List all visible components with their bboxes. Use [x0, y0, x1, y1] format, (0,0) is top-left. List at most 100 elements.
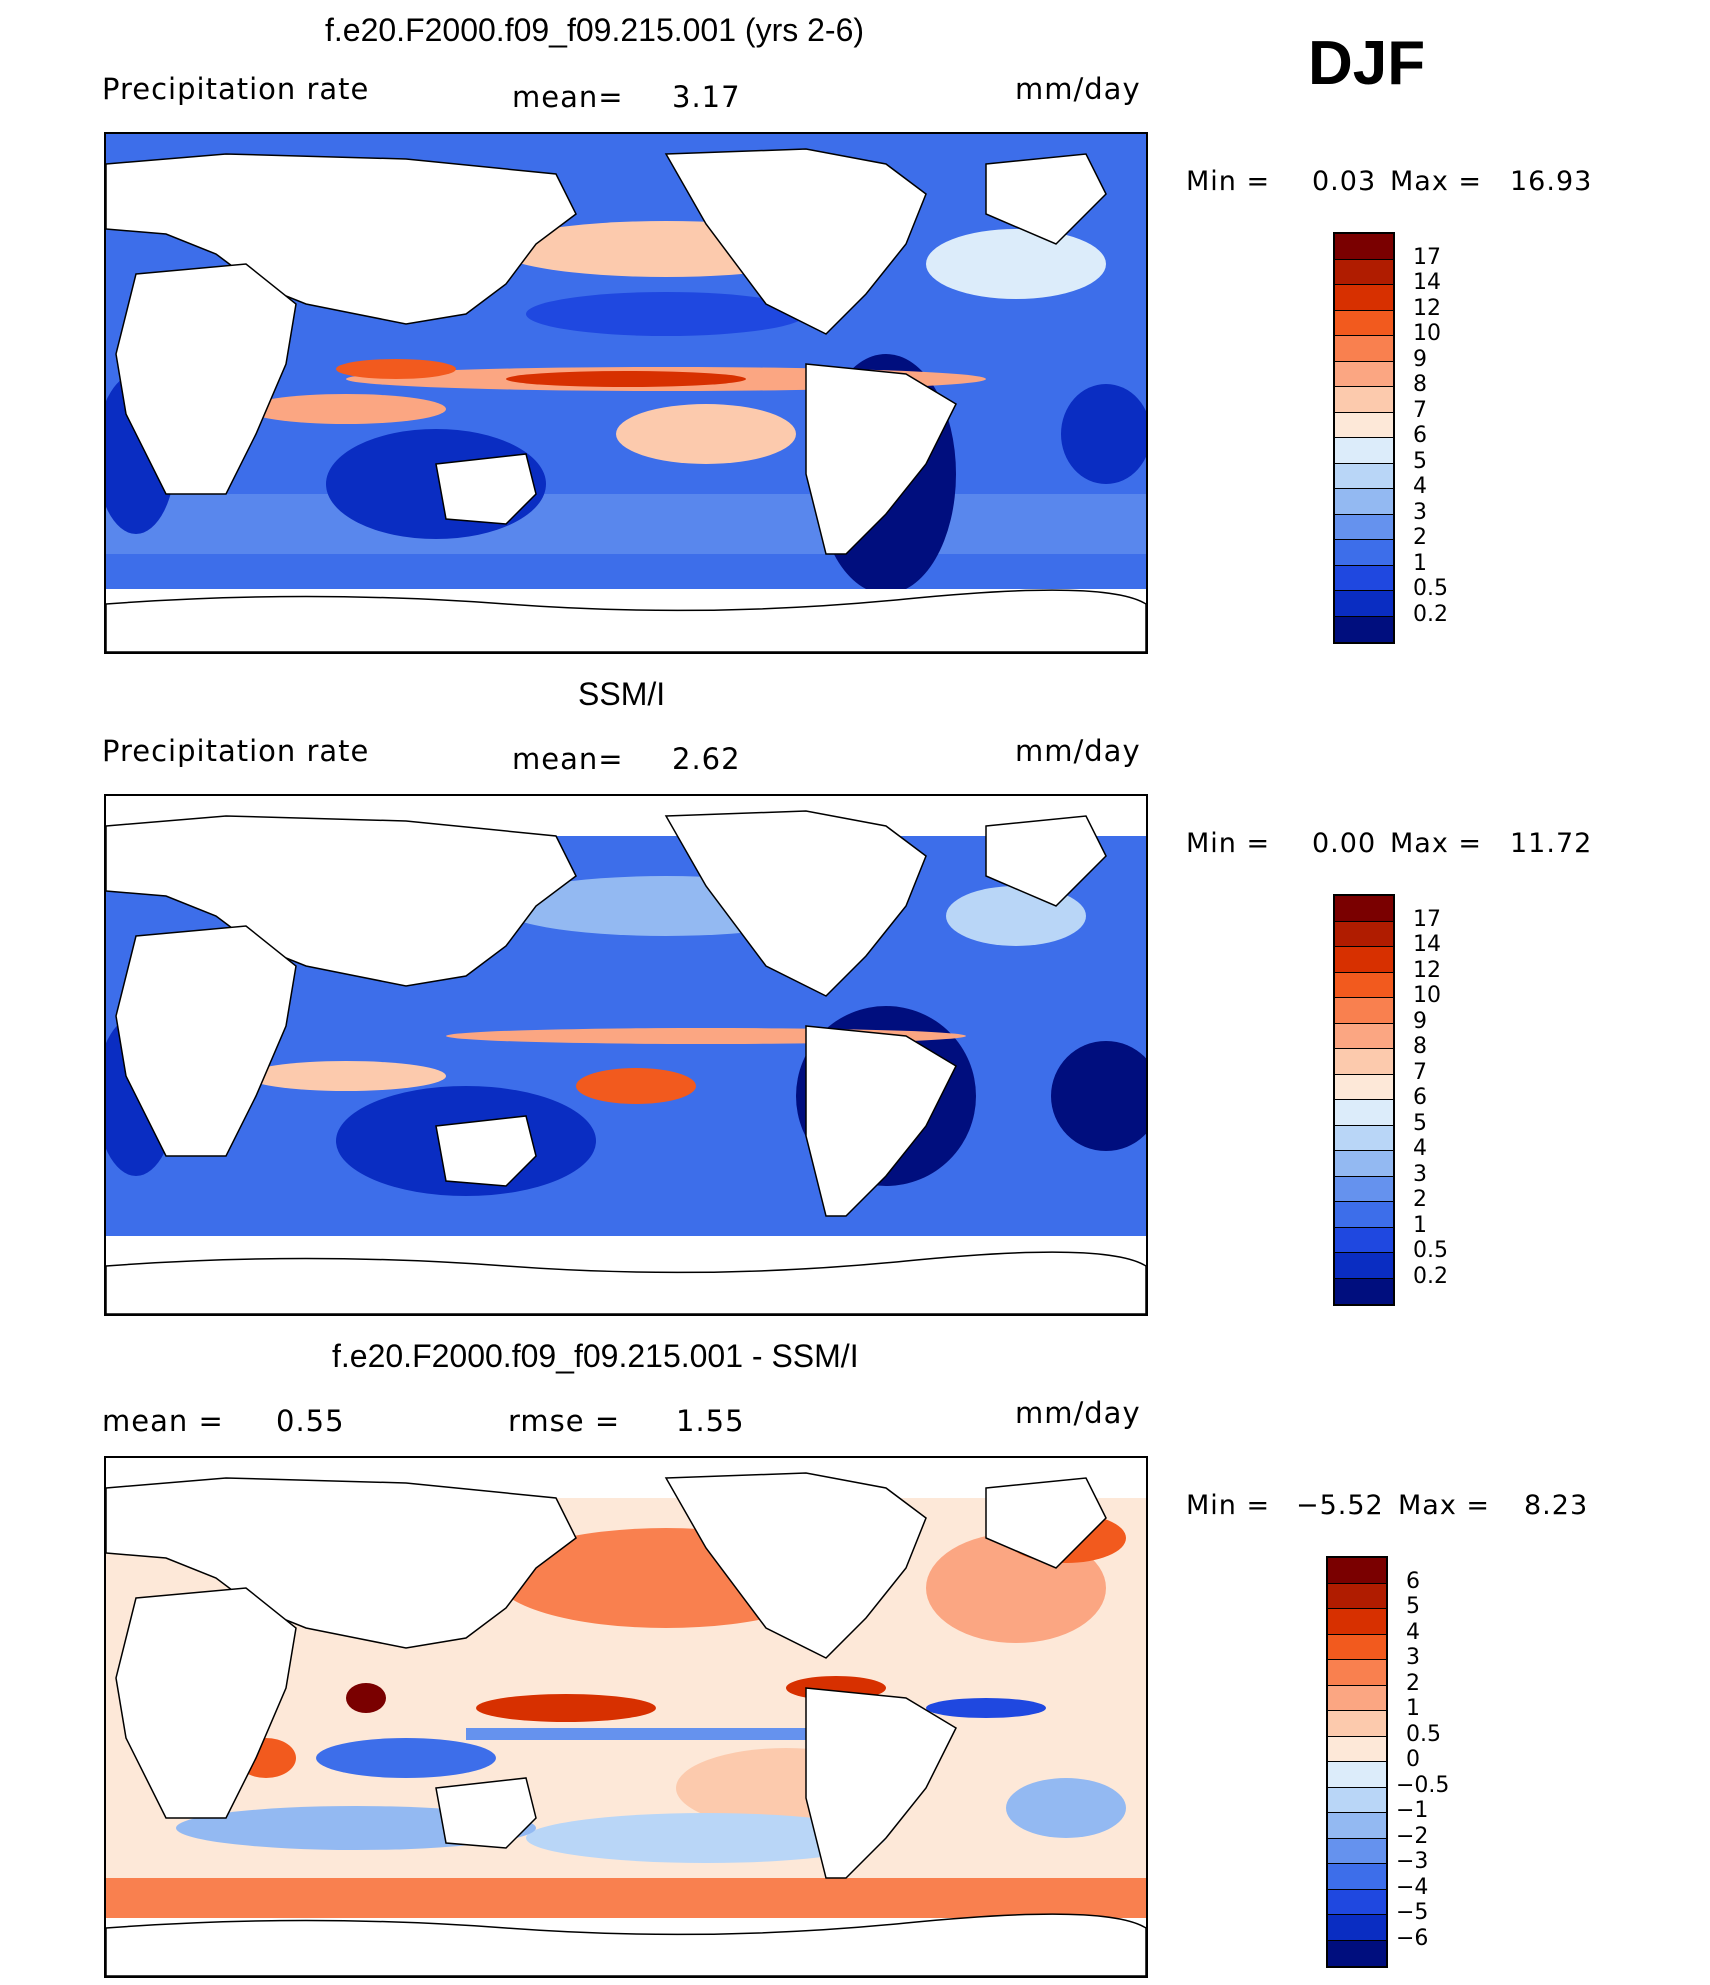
colorbar-swatch — [1328, 1711, 1386, 1737]
panel2-mean-value: 2.62 — [672, 742, 741, 776]
panel3-map — [104, 1456, 1148, 1978]
panel3-rmse-value: 1.55 — [676, 1404, 745, 1438]
panel2-max-label: Max = — [1390, 828, 1483, 859]
panel1-max-value: 16.93 — [1510, 166, 1593, 197]
panel2-mean-label: mean= — [512, 742, 624, 776]
colorbar-swatch — [1328, 1736, 1386, 1762]
colorbar-tick-label: −4 — [1396, 1874, 1429, 1900]
colorbar-swatch — [1335, 412, 1393, 438]
panel2-title: SSM/I — [578, 676, 666, 712]
colorbar-tick-label: −1 — [1396, 1798, 1429, 1823]
panel1-variable-label: Precipitation rate — [102, 72, 370, 106]
colorbar-tick-label: 1 — [1413, 1212, 1427, 1238]
panel2-colorbar — [1333, 894, 1395, 1306]
panel1-units: mm/day — [1015, 72, 1141, 106]
colorbar-swatch — [1335, 361, 1393, 387]
colorbar-swatch — [1335, 387, 1393, 413]
panel2-map-svg — [106, 796, 1146, 1314]
colorbar-tick-label: −0.5 — [1396, 1772, 1450, 1798]
colorbar-tick-label: 8 — [1413, 1034, 1427, 1059]
colorbar-swatch — [1335, 438, 1393, 464]
colorbar-swatch — [1328, 1915, 1386, 1941]
colorbar-swatch — [1328, 1558, 1386, 1584]
panel1-colorbar — [1333, 232, 1395, 644]
colorbar-tick-label: −6 — [1396, 1925, 1429, 1951]
colorbar-tick-label: −5 — [1396, 1900, 1429, 1925]
colorbar-tick-label: 17 — [1413, 906, 1441, 932]
colorbar-swatch — [1335, 616, 1393, 642]
colorbar-tick-label: 0.2 — [1413, 1263, 1448, 1289]
colorbar-tick-label: 2 — [1406, 1670, 1420, 1696]
colorbar-swatch — [1335, 1151, 1393, 1177]
colorbar-tick-label: 5 — [1406, 1594, 1420, 1619]
panel1-map — [104, 132, 1148, 654]
colorbar-swatch — [1335, 1253, 1393, 1279]
colorbar-tick-label: 9 — [1413, 1008, 1427, 1034]
panel1-title: f.e20.F2000.f09_f09.215.001 (yrs 2-6) — [325, 12, 865, 48]
colorbar-tick-label: 0.5 — [1413, 576, 1448, 601]
panel1-min-value: 0.03 — [1312, 166, 1377, 197]
colorbar-swatch — [1335, 1049, 1393, 1075]
colorbar-swatch — [1335, 972, 1393, 998]
colorbar-tick-label: 0.2 — [1413, 601, 1448, 627]
colorbar-tick-label: 0 — [1406, 1747, 1420, 1772]
colorbar-tick-label: 14 — [1413, 932, 1441, 957]
colorbar-swatch — [1335, 463, 1393, 489]
colorbar-swatch — [1335, 591, 1393, 617]
colorbar-tick-label: 17 — [1413, 244, 1441, 270]
colorbar-tick-label: 2 — [1413, 1187, 1427, 1212]
colorbar-swatch — [1328, 1889, 1386, 1915]
colorbar-tick-label: 4 — [1413, 474, 1427, 499]
panel1-map-svg — [106, 134, 1146, 652]
colorbar-tick-label: −3 — [1396, 1849, 1429, 1874]
colorbar-tick-label: 2 — [1413, 525, 1427, 550]
panel3-colorbar — [1326, 1556, 1388, 1968]
colorbar-swatch — [1335, 1278, 1393, 1304]
colorbar-tick-label: 3 — [1406, 1645, 1420, 1670]
colorbar-tick-label: 3 — [1413, 1161, 1427, 1187]
panel3-mean-label: mean = — [102, 1404, 224, 1438]
panel2-variable-label: Precipitation rate — [102, 734, 370, 768]
colorbar-swatch — [1328, 1583, 1386, 1609]
colorbar-swatch — [1328, 1864, 1386, 1890]
colorbar-swatch — [1335, 1176, 1393, 1202]
panel2-min-value: 0.00 — [1312, 828, 1377, 859]
colorbar-swatch — [1335, 1074, 1393, 1100]
colorbar-swatch — [1328, 1787, 1386, 1813]
colorbar-swatch — [1335, 947, 1393, 973]
colorbar-swatch — [1335, 1202, 1393, 1228]
colorbar-swatch — [1335, 565, 1393, 591]
colorbar-tick-label: 12 — [1413, 957, 1441, 983]
colorbar-swatch — [1335, 1227, 1393, 1253]
colorbar-swatch — [1328, 1685, 1386, 1711]
colorbar-swatch — [1335, 336, 1393, 362]
panel3-units: mm/day — [1015, 1396, 1141, 1430]
colorbar-swatch — [1335, 285, 1393, 311]
panel3-max-value: 8.23 — [1524, 1490, 1589, 1521]
colorbar-swatch — [1335, 1125, 1393, 1151]
season-label: DJF — [1308, 29, 1426, 98]
colorbar-tick-label: 4 — [1406, 1619, 1420, 1645]
panel3-mean-value: 0.55 — [276, 1404, 345, 1438]
panel3-max-label: Max = — [1398, 1490, 1491, 1521]
colorbar-tick-label: 0.5 — [1406, 1721, 1441, 1747]
colorbar-swatch — [1328, 1660, 1386, 1686]
colorbar-tick-label: 5 — [1413, 1110, 1427, 1136]
colorbar-tick-label: 6 — [1413, 1085, 1427, 1110]
panel2-max-value: 11.72 — [1510, 828, 1593, 859]
colorbar-swatch — [1335, 310, 1393, 336]
colorbar-tick-label: 7 — [1413, 397, 1427, 423]
colorbar-tick-label: 14 — [1413, 270, 1441, 295]
colorbar-swatch — [1328, 1762, 1386, 1788]
panel1-mean-label: mean= — [512, 80, 624, 114]
panel1-max-label: Max = — [1390, 166, 1483, 197]
colorbar-swatch — [1335, 921, 1393, 947]
colorbar-tick-label: 12 — [1413, 295, 1441, 321]
colorbar-swatch — [1328, 1634, 1386, 1660]
colorbar-swatch — [1335, 259, 1393, 285]
colorbar-swatch — [1328, 1813, 1386, 1839]
colorbar-tick-label: 1 — [1406, 1696, 1420, 1721]
colorbar-swatch — [1335, 540, 1393, 566]
colorbar-tick-label: 4 — [1413, 1136, 1427, 1161]
panel2-min-label: Min = — [1186, 828, 1271, 859]
